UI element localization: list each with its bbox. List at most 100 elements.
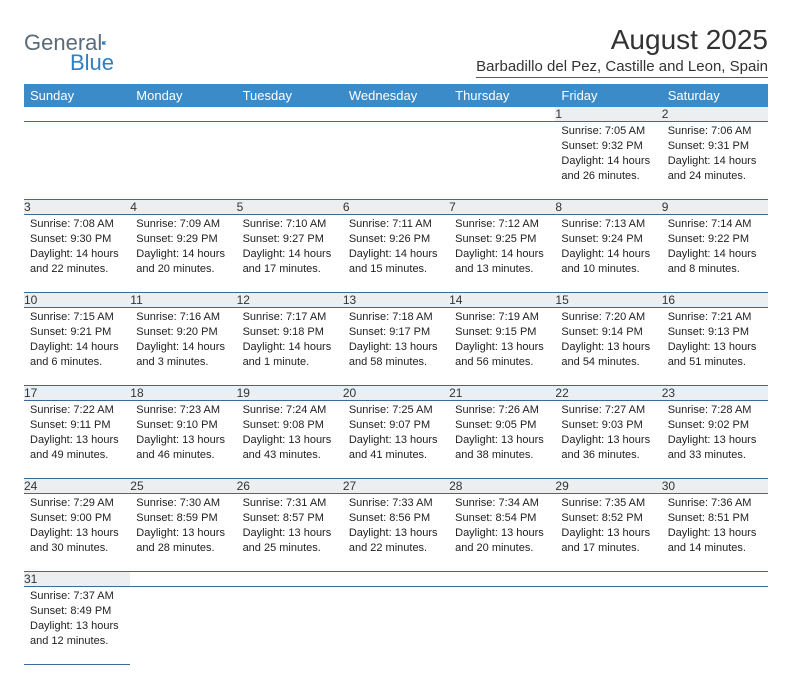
day-cell: Sunrise: 7:08 AMSunset: 9:30 PMDaylight:… — [24, 215, 130, 293]
month-title: August 2025 — [476, 24, 768, 56]
day-number-cell: 2 — [662, 107, 768, 122]
day-cell-content: Sunrise: 7:14 AMSunset: 9:22 PMDaylight:… — [662, 215, 768, 280]
day-cell: Sunrise: 7:24 AMSunset: 9:08 PMDaylight:… — [237, 401, 343, 479]
weekday-header: Tuesday — [237, 84, 343, 107]
day-cell — [449, 122, 555, 200]
day-cell-content: Sunrise: 7:34 AMSunset: 8:54 PMDaylight:… — [449, 494, 555, 559]
day-cell — [130, 122, 236, 200]
day-number-cell: 26 — [237, 479, 343, 494]
day-number-cell — [449, 107, 555, 122]
day-number-cell: 10 — [24, 293, 130, 308]
weekday-header: Friday — [555, 84, 661, 107]
day-cell: Sunrise: 7:12 AMSunset: 9:25 PMDaylight:… — [449, 215, 555, 293]
day-cell: Sunrise: 7:19 AMSunset: 9:15 PMDaylight:… — [449, 308, 555, 386]
day-number-cell: 25 — [130, 479, 236, 494]
day-cell: Sunrise: 7:23 AMSunset: 9:10 PMDaylight:… — [130, 401, 236, 479]
day-number-cell — [130, 572, 236, 587]
day-number-cell: 24 — [24, 479, 130, 494]
day-cell-content: Sunrise: 7:08 AMSunset: 9:30 PMDaylight:… — [24, 215, 130, 280]
location: Barbadillo del Pez, Castille and Leon, S… — [476, 58, 768, 78]
day-cell: Sunrise: 7:13 AMSunset: 9:24 PMDaylight:… — [555, 215, 661, 293]
day-cell: Sunrise: 7:35 AMSunset: 8:52 PMDaylight:… — [555, 494, 661, 572]
day-number-row: 24252627282930 — [24, 479, 768, 494]
day-cell: Sunrise: 7:20 AMSunset: 9:14 PMDaylight:… — [555, 308, 661, 386]
day-content-row: Sunrise: 7:08 AMSunset: 9:30 PMDaylight:… — [24, 215, 768, 293]
day-cell — [449, 587, 555, 665]
weekday-header: Sunday — [24, 84, 130, 107]
day-cell — [130, 587, 236, 665]
day-number-row: 10111213141516 — [24, 293, 768, 308]
day-cell-content: Sunrise: 7:29 AMSunset: 9:00 PMDaylight:… — [24, 494, 130, 559]
day-number-row: 12 — [24, 107, 768, 122]
day-number-cell — [449, 572, 555, 587]
day-cell-content: Sunrise: 7:12 AMSunset: 9:25 PMDaylight:… — [449, 215, 555, 280]
day-number-cell: 12 — [237, 293, 343, 308]
day-number-cell: 28 — [449, 479, 555, 494]
day-cell-content: Sunrise: 7:22 AMSunset: 9:11 PMDaylight:… — [24, 401, 130, 466]
day-number-cell: 11 — [130, 293, 236, 308]
day-cell-content: Sunrise: 7:37 AMSunset: 8:49 PMDaylight:… — [24, 587, 130, 652]
day-number-cell — [237, 572, 343, 587]
day-cell-content: Sunrise: 7:11 AMSunset: 9:26 PMDaylight:… — [343, 215, 449, 280]
day-number-cell: 22 — [555, 386, 661, 401]
day-cell — [237, 587, 343, 665]
day-number-cell: 21 — [449, 386, 555, 401]
day-number-cell: 5 — [237, 200, 343, 215]
day-cell: Sunrise: 7:29 AMSunset: 9:00 PMDaylight:… — [24, 494, 130, 572]
day-content-row: Sunrise: 7:37 AMSunset: 8:49 PMDaylight:… — [24, 587, 768, 665]
day-cell — [343, 587, 449, 665]
day-cell: Sunrise: 7:14 AMSunset: 9:22 PMDaylight:… — [662, 215, 768, 293]
day-number-row: 31 — [24, 572, 768, 587]
day-cell-content: Sunrise: 7:31 AMSunset: 8:57 PMDaylight:… — [237, 494, 343, 559]
weekday-header-row: Sunday Monday Tuesday Wednesday Thursday… — [24, 84, 768, 107]
day-cell: Sunrise: 7:31 AMSunset: 8:57 PMDaylight:… — [237, 494, 343, 572]
day-number-cell: 4 — [130, 200, 236, 215]
day-number-cell — [237, 107, 343, 122]
day-number-cell: 31 — [24, 572, 130, 587]
day-number-cell — [555, 572, 661, 587]
day-number-cell: 20 — [343, 386, 449, 401]
day-cell: Sunrise: 7:11 AMSunset: 9:26 PMDaylight:… — [343, 215, 449, 293]
day-cell: Sunrise: 7:05 AMSunset: 9:32 PMDaylight:… — [555, 122, 661, 200]
day-cell-content: Sunrise: 7:09 AMSunset: 9:29 PMDaylight:… — [130, 215, 236, 280]
day-cell-content: Sunrise: 7:17 AMSunset: 9:18 PMDaylight:… — [237, 308, 343, 373]
day-cell-content: Sunrise: 7:20 AMSunset: 9:14 PMDaylight:… — [555, 308, 661, 373]
day-cell-content: Sunrise: 7:36 AMSunset: 8:51 PMDaylight:… — [662, 494, 768, 559]
day-cell-content: Sunrise: 7:13 AMSunset: 9:24 PMDaylight:… — [555, 215, 661, 280]
day-cell: Sunrise: 7:10 AMSunset: 9:27 PMDaylight:… — [237, 215, 343, 293]
weekday-header: Monday — [130, 84, 236, 107]
day-number-cell: 9 — [662, 200, 768, 215]
day-cell: Sunrise: 7:37 AMSunset: 8:49 PMDaylight:… — [24, 587, 130, 665]
calendar-table: Sunday Monday Tuesday Wednesday Thursday… — [24, 84, 768, 665]
day-cell: Sunrise: 7:26 AMSunset: 9:05 PMDaylight:… — [449, 401, 555, 479]
day-content-row: Sunrise: 7:22 AMSunset: 9:11 PMDaylight:… — [24, 401, 768, 479]
day-cell-content: Sunrise: 7:19 AMSunset: 9:15 PMDaylight:… — [449, 308, 555, 373]
day-cell: Sunrise: 7:34 AMSunset: 8:54 PMDaylight:… — [449, 494, 555, 572]
logo-text-2: Blue — [70, 50, 114, 76]
day-cell-content: Sunrise: 7:15 AMSunset: 9:21 PMDaylight:… — [24, 308, 130, 373]
day-cell: Sunrise: 7:25 AMSunset: 9:07 PMDaylight:… — [343, 401, 449, 479]
day-number-cell — [24, 107, 130, 122]
day-number-row: 3456789 — [24, 200, 768, 215]
day-number-cell — [662, 572, 768, 587]
day-number-cell — [343, 107, 449, 122]
day-number-cell: 30 — [662, 479, 768, 494]
day-number-cell — [130, 107, 236, 122]
day-cell-content: Sunrise: 7:30 AMSunset: 8:59 PMDaylight:… — [130, 494, 236, 559]
day-cell: Sunrise: 7:16 AMSunset: 9:20 PMDaylight:… — [130, 308, 236, 386]
day-number-cell: 1 — [555, 107, 661, 122]
day-cell — [662, 587, 768, 665]
day-number-cell: 16 — [662, 293, 768, 308]
day-cell: Sunrise: 7:22 AMSunset: 9:11 PMDaylight:… — [24, 401, 130, 479]
day-number-cell: 8 — [555, 200, 661, 215]
day-cell-content: Sunrise: 7:33 AMSunset: 8:56 PMDaylight:… — [343, 494, 449, 559]
day-number-row: 17181920212223 — [24, 386, 768, 401]
day-cell: Sunrise: 7:15 AMSunset: 9:21 PMDaylight:… — [24, 308, 130, 386]
day-number-cell: 7 — [449, 200, 555, 215]
day-number-cell — [343, 572, 449, 587]
day-number-cell: 23 — [662, 386, 768, 401]
day-cell-content: Sunrise: 7:28 AMSunset: 9:02 PMDaylight:… — [662, 401, 768, 466]
day-cell-content: Sunrise: 7:18 AMSunset: 9:17 PMDaylight:… — [343, 308, 449, 373]
day-number-cell: 13 — [343, 293, 449, 308]
day-content-row: Sunrise: 7:15 AMSunset: 9:21 PMDaylight:… — [24, 308, 768, 386]
